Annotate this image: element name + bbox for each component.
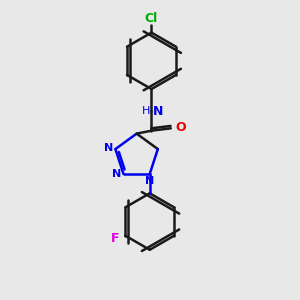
Text: F: F: [111, 232, 119, 245]
Text: H: H: [142, 106, 150, 116]
Text: N: N: [153, 105, 163, 118]
Text: Cl: Cl: [145, 12, 158, 25]
Text: N: N: [104, 142, 113, 153]
Text: N: N: [112, 169, 122, 179]
Text: O: O: [175, 121, 186, 134]
Text: N: N: [145, 176, 154, 185]
